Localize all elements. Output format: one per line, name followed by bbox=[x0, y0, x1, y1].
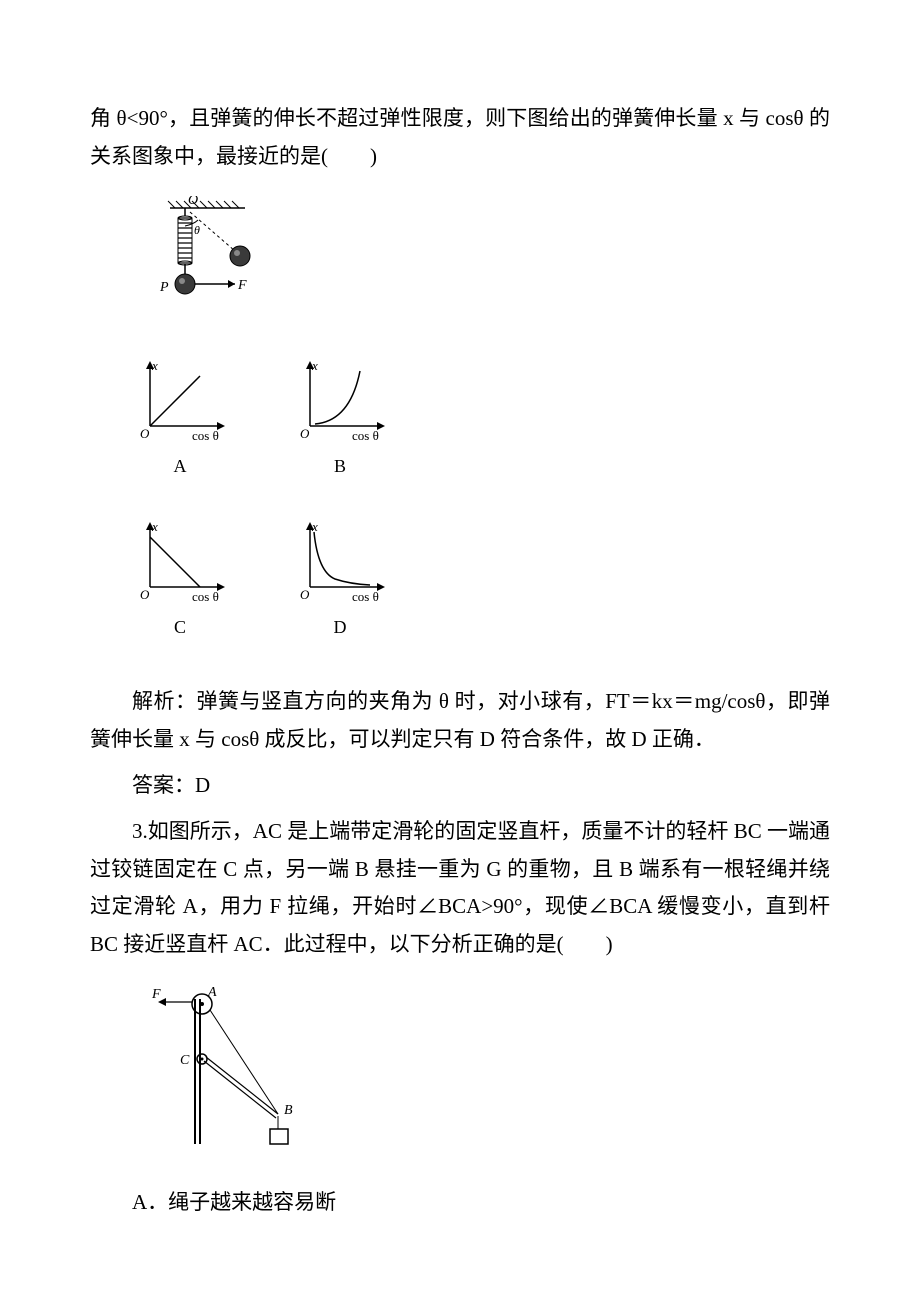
question-3-paragraph: 3.如图所示，AC 是上端带定滑轮的固定竖直杆，质量不计的轻杆 BC 一端通过铰… bbox=[90, 813, 830, 964]
y-label: x bbox=[311, 358, 318, 373]
x-label: cos θ bbox=[192, 428, 219, 443]
x-label: cos θ bbox=[192, 589, 219, 604]
analysis-text: 解析：弹簧与竖直方向的夹角为 θ 时，对小球有，FT＝kx＝mg/cosθ，即弹… bbox=[90, 689, 830, 751]
option-d-label: D bbox=[334, 611, 347, 643]
option-a-cell: x O cos θ A bbox=[130, 356, 230, 482]
spring-diagram-container: O P θ F bbox=[150, 196, 830, 326]
pulley-diagram: A F C B bbox=[150, 984, 320, 1154]
label-B: B bbox=[284, 1103, 293, 1118]
option-c-label: C bbox=[174, 611, 186, 643]
question-3-text: 3.如图所示，AC 是上端带定滑轮的固定竖直杆，质量不计的轻杆 BC 一端通过铰… bbox=[90, 819, 830, 956]
origin-label: O bbox=[140, 587, 150, 602]
spring-diagram: O P θ F bbox=[150, 196, 270, 326]
label-F: F bbox=[237, 278, 247, 293]
answer-paragraph: 答案：D bbox=[90, 767, 830, 805]
option-a-text-paragraph: A．绳子越来越容易断 bbox=[90, 1184, 830, 1222]
origin-label: O bbox=[300, 426, 310, 441]
origin-label: O bbox=[140, 426, 150, 441]
pulley-diagram-container: A F C B bbox=[150, 984, 830, 1154]
text-line: 角 θ<90°，且弹簧的伸长不超过弹性限度，则下图给出的弹簧伸长量 x 与 co… bbox=[90, 106, 830, 168]
label-P: P bbox=[159, 280, 169, 295]
option-d-graph: x O cos θ bbox=[290, 517, 390, 607]
origin-label: O bbox=[300, 587, 310, 602]
label-C: C bbox=[180, 1053, 190, 1068]
label-F: F bbox=[151, 987, 161, 1002]
option-a-graph: x O cos θ bbox=[130, 356, 230, 446]
label-A: A bbox=[207, 985, 217, 1000]
option-c-graph: x O cos θ bbox=[130, 517, 230, 607]
x-label: cos θ bbox=[352, 428, 379, 443]
y-label: x bbox=[151, 519, 158, 534]
option-row-cd: x O cos θ C x O cos θ D bbox=[130, 517, 830, 643]
label-theta: θ bbox=[194, 223, 200, 237]
answer-text: 答案：D bbox=[132, 773, 210, 797]
label-O: O bbox=[188, 196, 198, 208]
y-label: x bbox=[151, 358, 158, 373]
option-b-cell: x O cos θ B bbox=[290, 356, 390, 482]
question-2-continuation: 角 θ<90°，且弹簧的伸长不超过弹性限度，则下图给出的弹簧伸长量 x 与 co… bbox=[90, 100, 830, 176]
x-label: cos θ bbox=[352, 589, 379, 604]
y-label: x bbox=[311, 519, 318, 534]
option-d-cell: x O cos θ D bbox=[290, 517, 390, 643]
option-a-text: A．绳子越来越容易断 bbox=[132, 1190, 336, 1214]
option-b-label: B bbox=[334, 450, 346, 482]
option-c-cell: x O cos θ C bbox=[130, 517, 230, 643]
option-b-graph: x O cos θ bbox=[290, 356, 390, 446]
option-a-label: A bbox=[174, 450, 187, 482]
option-row-ab: x O cos θ A x O cos θ B bbox=[130, 356, 830, 482]
analysis-paragraph: 解析：弹簧与竖直方向的夹角为 θ 时，对小球有，FT＝kx＝mg/cosθ，即弹… bbox=[90, 683, 830, 759]
